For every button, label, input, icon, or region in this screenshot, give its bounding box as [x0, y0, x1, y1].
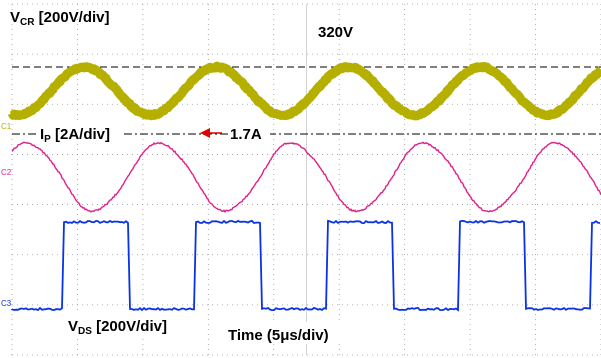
vcr-peak-label: 320V: [318, 24, 353, 41]
c1-marker: C1: [1, 122, 12, 131]
x-axis-label-backing: [225, 322, 347, 344]
vcr-label: VCR [200V/div]: [10, 9, 110, 28]
ip-peak-label-backing: [228, 124, 270, 143]
x-axis-label: Time (5μs/div): [228, 327, 329, 344]
ip-label: IP [2A/div]: [40, 126, 110, 145]
traces: [7, 61, 601, 312]
vds-label: VDS [200V/div]: [68, 318, 167, 337]
vds-trace: [11, 219, 601, 312]
channel-markers: C1 C2 C3: [1, 122, 12, 308]
ip-peak-label: 1.7A: [230, 126, 262, 143]
ip-trace: [11, 141, 601, 214]
c2-marker: C2: [1, 168, 12, 177]
vds-label-backing: [66, 314, 184, 336]
ip-peak-arrow: [200, 128, 222, 138]
vcr-trace: [7, 61, 601, 121]
ip-label-backing: [38, 124, 122, 143]
c3-marker: C3: [1, 299, 12, 308]
